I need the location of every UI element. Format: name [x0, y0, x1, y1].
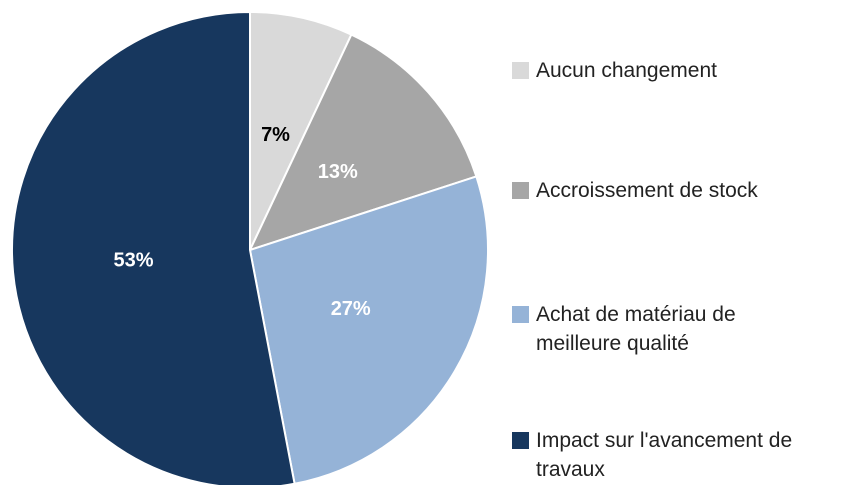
pie-slice	[248, 175, 489, 485]
legend-label: Impact sur l'avancement de travaux	[536, 429, 793, 481]
pie-slice	[249, 10, 353, 251]
pie-slice	[11, 10, 296, 485]
pie-slice	[248, 33, 478, 252]
data-label: 7%	[261, 124, 290, 146]
legend-item: Aucun changement	[512, 56, 842, 85]
legend-label: Achat de matériau de meilleure qualité	[536, 303, 736, 355]
legend-label: Accroissement de stock	[536, 179, 758, 202]
legend-item: Impact sur l'avancement de travaux	[512, 426, 842, 484]
legend-label: Aucun changement	[536, 59, 717, 82]
chart: 7% 13% 27% 53%	[11, 10, 489, 485]
data-label: 53%	[114, 249, 154, 271]
data-label: 13%	[318, 161, 358, 183]
legend-item: Achat de matériau de meilleure qualité	[512, 300, 842, 358]
legend-swatch	[512, 306, 529, 323]
legend-swatch	[512, 182, 529, 199]
legend-swatch	[512, 62, 529, 79]
legend-item: Accroissement de stock	[512, 176, 842, 205]
legend-swatch	[512, 432, 529, 449]
data-label: 27%	[331, 298, 371, 320]
